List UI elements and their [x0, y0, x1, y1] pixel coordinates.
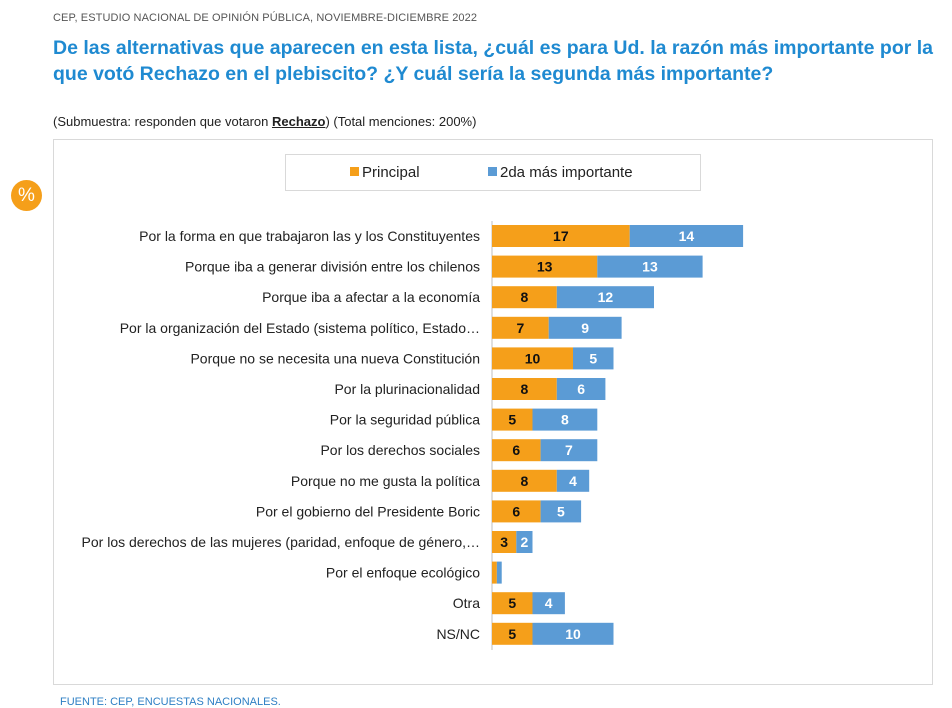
bar-principal [492, 255, 598, 278]
bar-principal [492, 500, 541, 523]
category-label: Porque iba a generar división entre los … [185, 259, 480, 275]
data-label-principal: 6 [512, 503, 520, 519]
data-label-segunda: 5 [557, 503, 565, 519]
data-label-segunda: 5 [589, 350, 597, 366]
legend-item-segunda: 2da más importante [488, 164, 633, 181]
bar-segunda [556, 286, 654, 309]
bar-segunda [540, 439, 598, 462]
chart-legend: Principal 2da más importante [285, 154, 701, 191]
category-label: Por la seguridad pública [330, 412, 480, 428]
data-label-segunda: 9 [581, 320, 589, 336]
category-label: Por la forma en que trabajaron las y los… [139, 228, 480, 244]
data-label-segunda: 4 [545, 595, 553, 611]
bar-principal [492, 225, 630, 247]
data-label-segunda: 6 [577, 381, 585, 397]
data-label-segunda: 14 [679, 228, 695, 244]
data-label-principal: 7 [516, 320, 524, 336]
bar-segunda [548, 316, 622, 339]
bar-principal [492, 561, 497, 584]
legend-label-segunda: 2da más importante [500, 164, 633, 181]
data-label-principal: 8 [521, 473, 529, 489]
data-label-segunda: 10 [565, 626, 581, 642]
bar-principal [492, 378, 557, 400]
bar-segunda [496, 561, 502, 584]
bar-principal [492, 286, 557, 309]
bar-principal [492, 469, 557, 492]
category-label: Porque no me gusta la política [291, 473, 480, 489]
category-label: Por los derechos de las mujeres (paridad… [82, 534, 480, 550]
data-label-segunda: 12 [598, 289, 614, 305]
data-label-principal: 5 [508, 412, 516, 428]
category-label: Por el gobierno del Presidente Boric [256, 503, 480, 519]
bar-principal [492, 347, 573, 370]
data-label-segunda: 7 [565, 442, 573, 458]
bar-segunda [556, 469, 590, 492]
data-label-segunda: 2 [521, 534, 529, 550]
data-label-segunda: 4 [569, 473, 577, 489]
bar-segunda [597, 255, 703, 278]
category-label: Por la plurinacionalidad [334, 381, 480, 397]
bar-segunda [532, 622, 614, 645]
data-label-principal: 13 [537, 259, 553, 275]
legend-swatch-principal [350, 167, 359, 176]
subtitle-suffix: ) (Total menciones: 200%) [325, 114, 477, 129]
percent-icon: % [11, 180, 42, 211]
chart-title: De las alternativas que aparecen en esta… [53, 37, 934, 85]
chart-subtitle: (Submuestra: responden que votaron Recha… [53, 114, 476, 129]
bar-principal [492, 316, 549, 339]
bar-segunda [629, 225, 744, 247]
data-label-segunda: 13 [642, 259, 658, 275]
bar-segunda [556, 378, 606, 400]
data-label-principal: 10 [525, 350, 541, 366]
data-label-principal: 5 [508, 626, 516, 642]
bar-principal [492, 439, 541, 462]
footer-source: FUENTE: CEP, ENCUESTAS NACIONALES. [60, 696, 281, 708]
category-label: Otra [453, 595, 480, 611]
bar-principal [492, 408, 533, 431]
bar-segunda [540, 500, 582, 523]
category-label: Porque no se necesita una nueva Constitu… [190, 350, 480, 366]
category-label: Por los derechos sociales [320, 442, 480, 458]
category-label: Por el enfoque ecológico [326, 565, 480, 581]
data-label-principal: 3 [500, 534, 508, 550]
legend-item-principal: Principal [350, 164, 420, 181]
bar-principal [492, 531, 517, 553]
bar-segunda [516, 531, 533, 553]
bar-segunda [573, 347, 614, 370]
data-label-principal: 17 [553, 228, 569, 244]
survey-source: CEP, ESTUDIO NACIONAL DE OPINIÓN PÚBLICA… [53, 12, 478, 24]
bar-principal [492, 592, 533, 615]
category-label: NS/NC [436, 626, 480, 642]
bar-segunda [532, 592, 565, 615]
legend-label-principal: Principal [362, 164, 420, 181]
data-label-principal: 6 [512, 442, 520, 458]
subtitle-emphasis: Rechazo [271, 114, 326, 129]
category-label: Porque iba a afectar a la economía [262, 289, 480, 305]
data-label-principal: 5 [508, 595, 516, 611]
legend-swatch-segunda [488, 167, 497, 176]
data-label-segunda: 8 [561, 412, 569, 428]
data-label-principal: 8 [521, 289, 529, 305]
bar-principal [492, 622, 533, 645]
bar-segunda [532, 408, 598, 431]
subtitle-prefix: (Submuestra: responden que votaron [53, 114, 272, 129]
data-label-principal: 8 [521, 381, 529, 397]
category-label: Por la organización del Estado (sistema … [120, 320, 480, 336]
